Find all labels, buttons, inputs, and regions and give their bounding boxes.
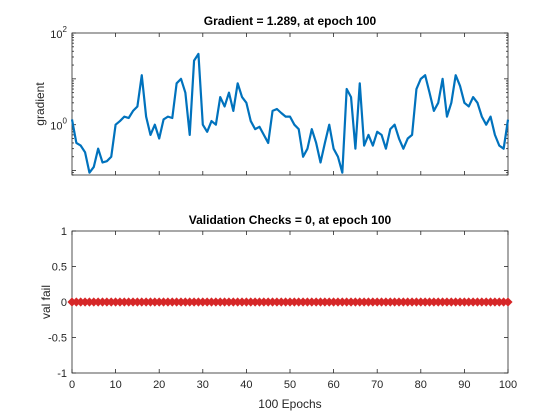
validation-xtick-label: 90 bbox=[458, 379, 470, 391]
validation-xlabel: 100 Epochs bbox=[258, 397, 321, 411]
validation-markers bbox=[67, 297, 513, 307]
validation-title: Validation Checks = 0, at epoch 100 bbox=[189, 213, 392, 227]
gradient-ytick-labels: 100 102 bbox=[50, 25, 67, 133]
validation-xtick-label: 20 bbox=[153, 379, 165, 391]
validation-marker bbox=[503, 297, 513, 307]
validation-ylabel: val fail bbox=[39, 285, 53, 319]
gradient-ytick-label: 102 bbox=[50, 25, 67, 41]
validation-xtick-label: 10 bbox=[109, 379, 121, 391]
gradient-subplot: Gradient = 1.289, at epoch 100 100 102 gr… bbox=[33, 14, 510, 176]
gradient-ticks bbox=[71, 32, 509, 176]
validation-ytick-label: 0.5 bbox=[52, 262, 67, 274]
validation-xtick-label: 0 bbox=[69, 379, 75, 391]
validation-ytick-labels: -1 -0.5 0 0.5 1 bbox=[48, 226, 67, 380]
validation-xtick-label: 80 bbox=[415, 379, 427, 391]
gradient-title: Gradient = 1.289, at epoch 100 bbox=[204, 14, 377, 28]
validation-xtick-label: 50 bbox=[284, 379, 296, 391]
validation-xtick-label: 30 bbox=[197, 379, 209, 391]
gradient-series-line bbox=[70, 52, 510, 174]
validation-xtick-label: 100 bbox=[499, 379, 517, 391]
gradient-ylabel: gradient bbox=[33, 82, 47, 126]
validation-xtick-label: 60 bbox=[327, 379, 339, 391]
validation-ytick-label: 0 bbox=[61, 297, 67, 309]
validation-xtick-label: 40 bbox=[240, 379, 252, 391]
validation-ytick-label: -1 bbox=[57, 368, 67, 380]
validation-ytick-label: 1 bbox=[61, 226, 67, 238]
validation-subplot: Validation Checks = 0, at epoch 100 0 10 2… bbox=[39, 213, 517, 411]
validation-ytick-label: -0.5 bbox=[48, 333, 67, 345]
validation-xtick-label: 70 bbox=[371, 379, 383, 391]
validation-xtick-labels: 0 10 20 30 40 50 60 70 80 90 100 bbox=[69, 379, 517, 391]
gradient-ytick-label: 100 bbox=[50, 117, 67, 133]
